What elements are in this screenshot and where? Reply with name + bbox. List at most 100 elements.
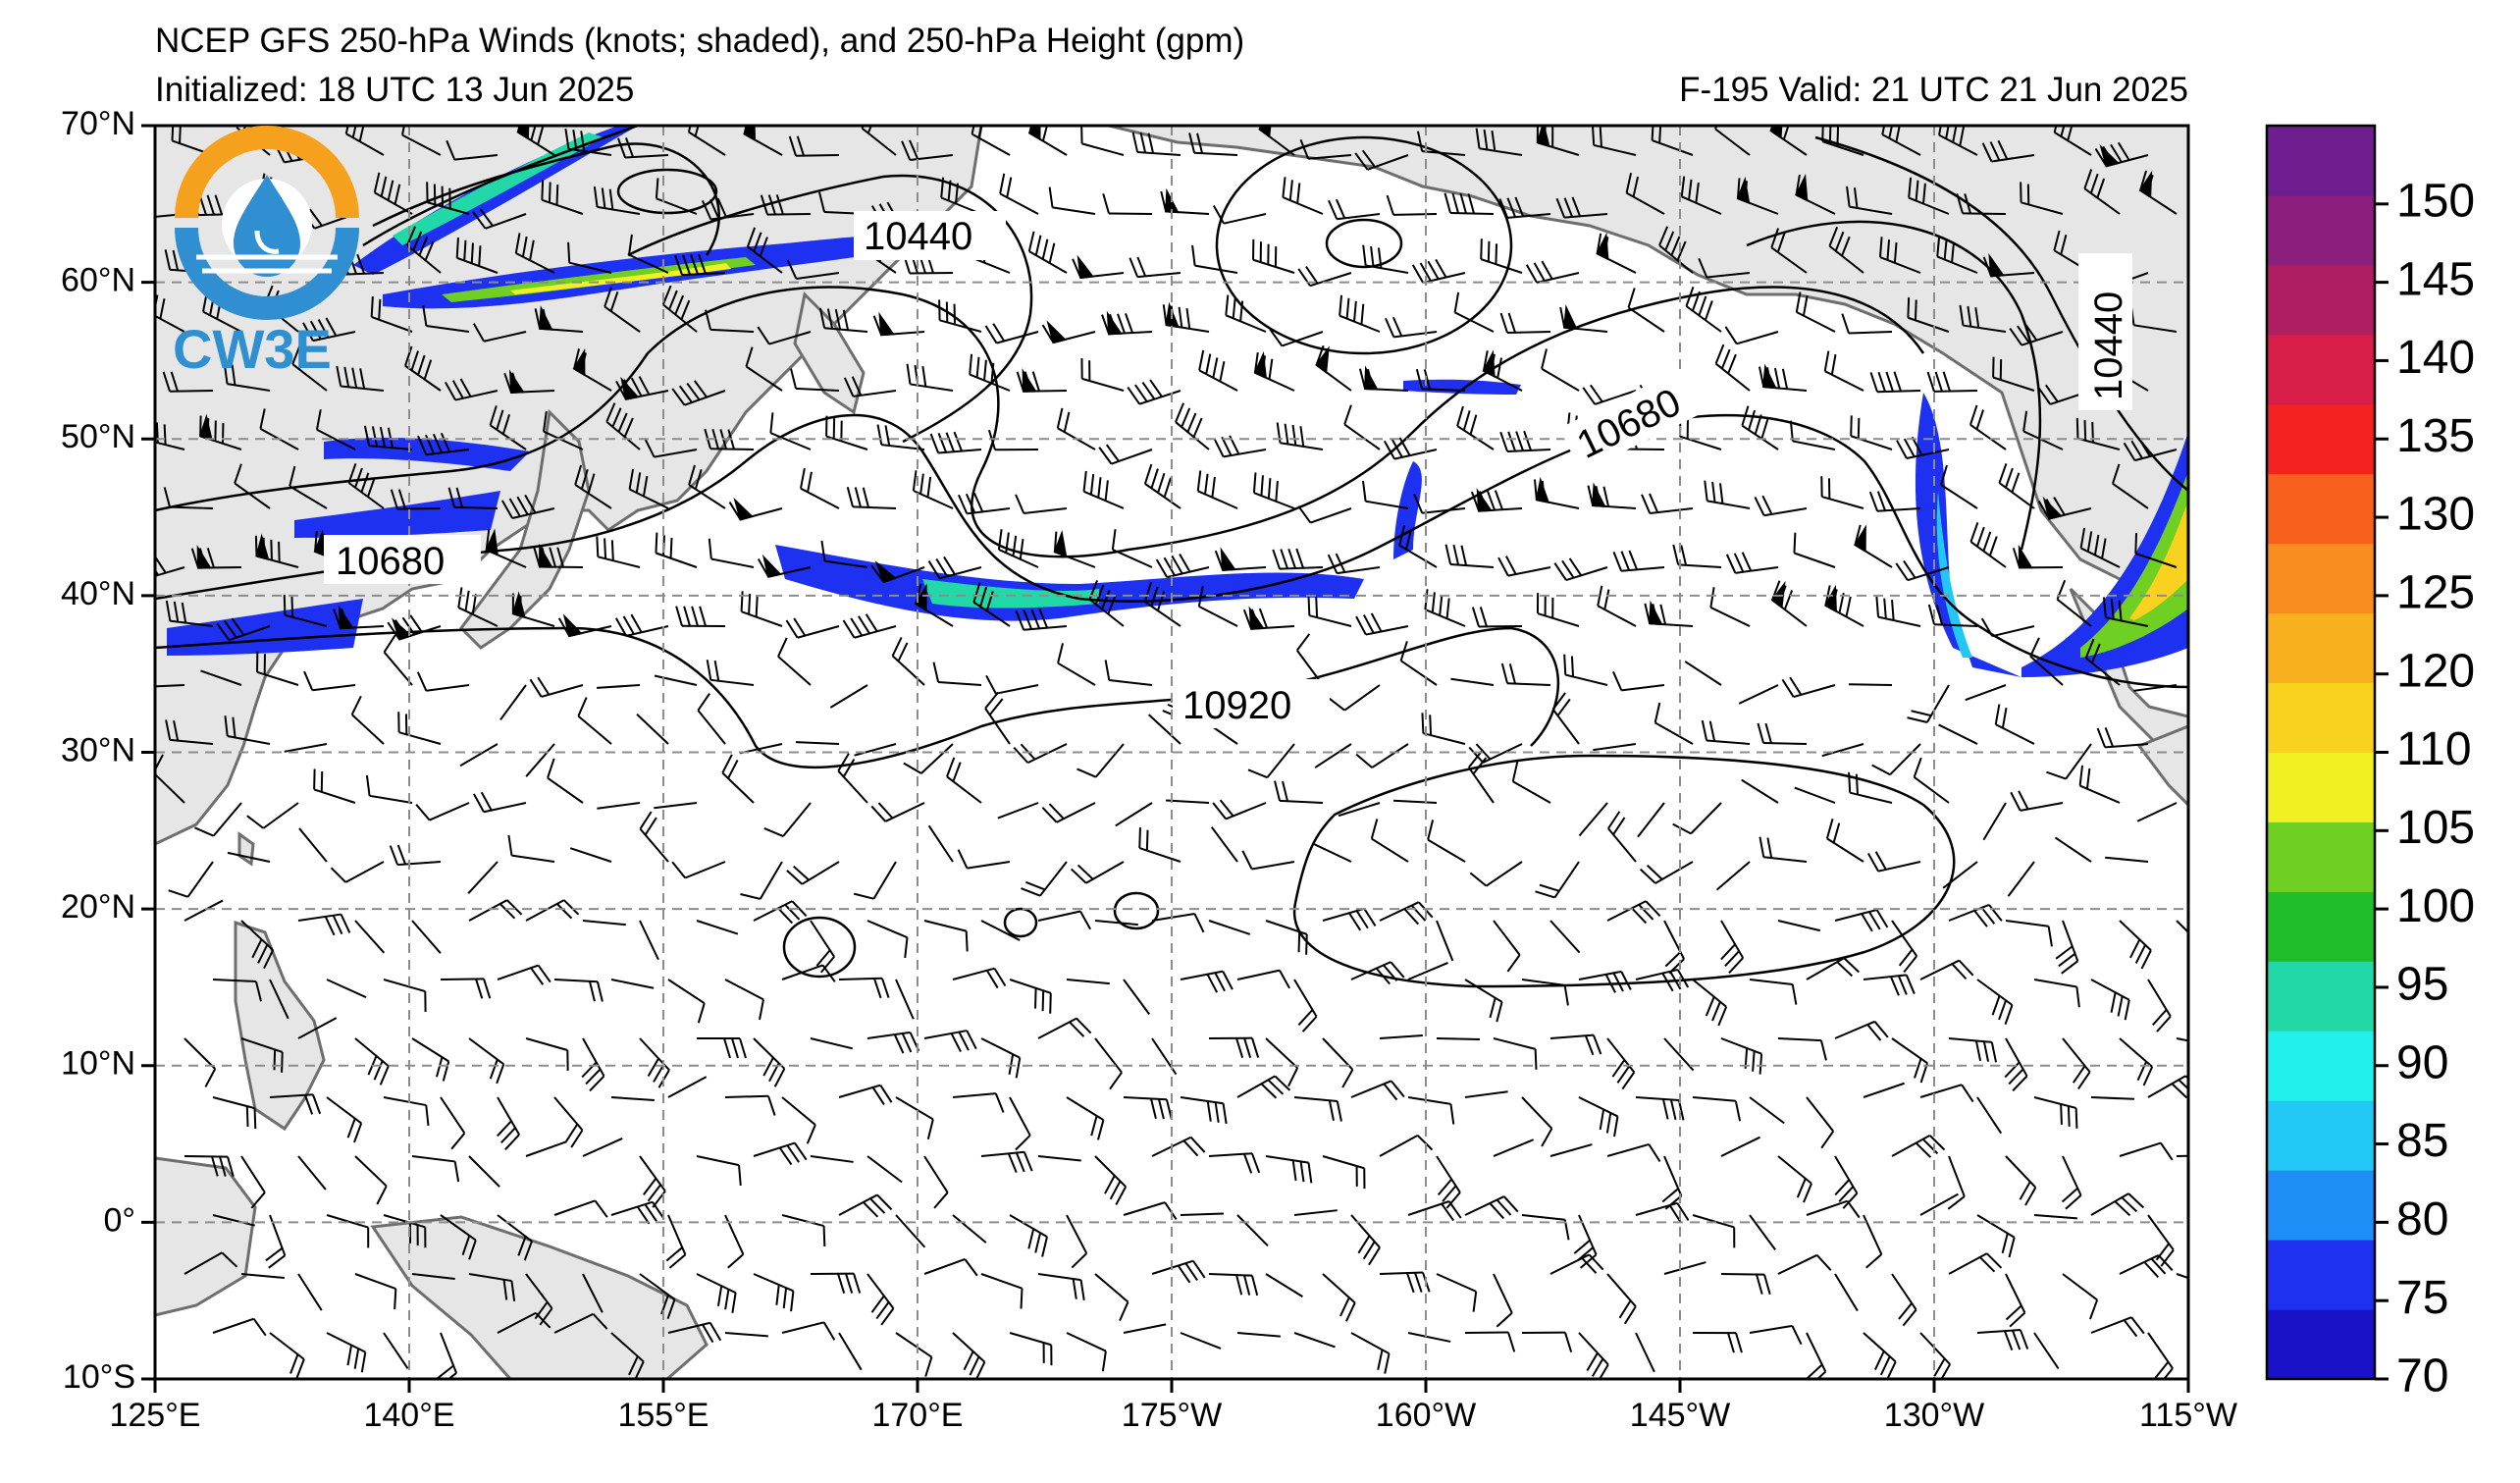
wind-barb [168, 861, 214, 898]
colorbar-segment [2267, 612, 2375, 684]
wind-barb [2078, 765, 2121, 804]
wind-barb [1777, 1037, 1827, 1061]
wind-barb [1868, 491, 1921, 512]
wind-barb [671, 380, 726, 406]
wind-barb [1541, 348, 1580, 392]
contour-10560-siberia [372, 142, 720, 256]
wind-barb [1048, 186, 1096, 215]
wind-barb [354, 1273, 397, 1309]
wind-barb [610, 1096, 655, 1101]
wind-barb [895, 1332, 933, 1377]
lat-label: 30°N [61, 731, 135, 768]
wind-barb [1009, 1332, 1053, 1366]
wind-barb [1521, 1331, 1573, 1352]
wind-barb [2090, 1096, 2135, 1100]
wind-barb [777, 637, 812, 686]
land-japan [459, 408, 591, 650]
wind-barb [895, 1096, 934, 1139]
wind-barb [298, 827, 328, 863]
wind-barb [1625, 172, 1665, 215]
wind-barb [1536, 593, 1580, 627]
wind-barb [1606, 900, 1661, 925]
wind-barb [553, 1199, 608, 1218]
land-mexico [2136, 724, 2188, 808]
wind-barb [1587, 482, 1637, 509]
wind-barb [1072, 254, 1125, 280]
wind-barb [2005, 920, 2053, 947]
wind-barb [1225, 294, 1267, 333]
colorbar-segment [2267, 1309, 2375, 1380]
wind-barb [1998, 462, 2035, 509]
wind-barb [1070, 861, 1125, 884]
wind-barb [184, 1037, 217, 1087]
wind-barb [162, 371, 214, 393]
wind-barb [1379, 1034, 1423, 1039]
wind-barb [628, 234, 669, 274]
wind-barb [525, 899, 580, 922]
wind-barb [1471, 607, 1523, 628]
wind-barb [297, 1017, 338, 1039]
wind-barb [661, 285, 698, 333]
wind-barb [363, 425, 413, 450]
wind-barb [289, 465, 328, 509]
contour-closed-high-1 [782, 916, 857, 979]
wind-barb [534, 305, 584, 333]
wind-barb [1322, 1155, 1366, 1190]
wind-barb [1525, 260, 1580, 284]
wind-barb [843, 376, 897, 397]
jet-west-coast-green [2080, 471, 2188, 658]
colorbar-label: 145 [2396, 253, 2475, 305]
wind-barb [1663, 1037, 1695, 1072]
wind-barb [1848, 771, 1893, 804]
wind-barb [1315, 344, 1352, 392]
wind-barb [1253, 350, 1295, 392]
wind-barb [507, 834, 555, 863]
wind-barb [674, 253, 726, 277]
wind-barb [1891, 1134, 1946, 1158]
wind-barb [2033, 1214, 2077, 1220]
wind-barb [1241, 850, 1295, 871]
wind-barb [326, 1332, 367, 1373]
wind-barb [446, 139, 499, 161]
wind-barb [1692, 979, 1728, 1027]
wind-barb [1658, 226, 1694, 274]
wind-barb [2037, 496, 2092, 520]
wind-barb [1612, 550, 1665, 572]
colorbar-segment [2267, 1031, 2375, 1101]
wind-barb [923, 920, 969, 952]
wind-barb [724, 1332, 768, 1338]
wind-barb [2061, 1155, 2082, 1210]
wind-barb [615, 376, 669, 400]
wind-barb [411, 1155, 460, 1183]
wind-barb [564, 128, 612, 156]
wind-barb [365, 774, 413, 804]
wind-barb [1214, 547, 1267, 571]
lat-label: 0° [103, 1201, 135, 1239]
colorbar-label: 110 [2396, 723, 2472, 775]
colorbar-label: 80 [2396, 1193, 2448, 1245]
wind-barb [291, 344, 328, 392]
wind-barb [1191, 244, 1238, 274]
wind-barb [1407, 1096, 1455, 1125]
wind-barb [457, 587, 499, 627]
colorbar-segment [2267, 1170, 2375, 1241]
wind-barb [1456, 405, 1495, 450]
wind-barb [980, 1037, 1022, 1079]
wind-barb [1094, 920, 1138, 927]
wind-barb [1037, 1155, 1081, 1162]
colorbar-label: 130 [2396, 489, 2475, 541]
wind-barb [1644, 600, 1694, 627]
wind-barb [200, 669, 242, 686]
wind-barb [1715, 861, 1751, 891]
wind-barb [468, 1155, 500, 1188]
colorbar-segment [2267, 1100, 2375, 1171]
wind-barb [810, 920, 835, 974]
wind-barb [1104, 660, 1153, 686]
wind-barb [610, 1200, 665, 1225]
wind-barb [383, 1096, 430, 1126]
wind-barb [1741, 778, 1779, 804]
wind-barb [1057, 643, 1096, 686]
wind-barb [553, 979, 604, 1002]
wind-barb [1769, 126, 1808, 156]
wind-barb [1027, 231, 1068, 274]
